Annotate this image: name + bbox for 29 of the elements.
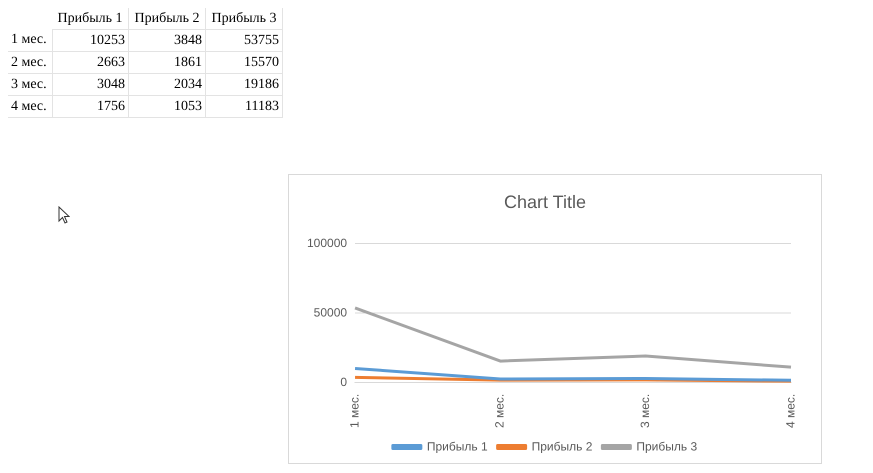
y-tick-label: 1 мес. [8,30,52,52]
data-label: 1861 [128,52,206,74]
y-tick-label: 3 мес. [8,74,52,96]
data-label: 53755 [206,30,282,52]
data-label: 2663 [52,52,128,74]
data-label: 2034 [128,74,206,96]
data-label: 19186 [206,74,282,96]
chart-title: Chart Title [504,192,586,212]
data-label: 3848 [128,30,206,52]
data-label: 3048 [52,74,128,96]
data-label: 1053 [128,96,206,118]
x-tick-label: 2 мес. [492,394,507,428]
x-tick-label: Прибыль 3 [206,8,282,30]
legend-label: Прибыль 1 [426,439,488,454]
data-label: 15570 [206,52,282,74]
y-tick-label: 100000 [306,236,348,250]
x-tick-label: 4 мес. [783,394,798,428]
legend-label: Прибыль 2 [532,439,593,454]
y-tick-label: 4 мес. [8,96,52,118]
data-label: 1756 [52,96,128,118]
y-tick-label: 50000 [314,305,348,320]
x-tick-label: 3 мес. [638,394,652,428]
x-tick-label: Прибыль 2 [128,8,206,30]
y-tick-label: 0 [340,375,348,390]
data-label: 10253 [52,30,128,52]
x-tick-label: Прибыль 1 [52,8,128,30]
legend-label: Прибыль 3 [636,439,698,454]
data-label: 11183 [206,96,282,118]
y-tick-label: 2 мес. [8,52,52,74]
